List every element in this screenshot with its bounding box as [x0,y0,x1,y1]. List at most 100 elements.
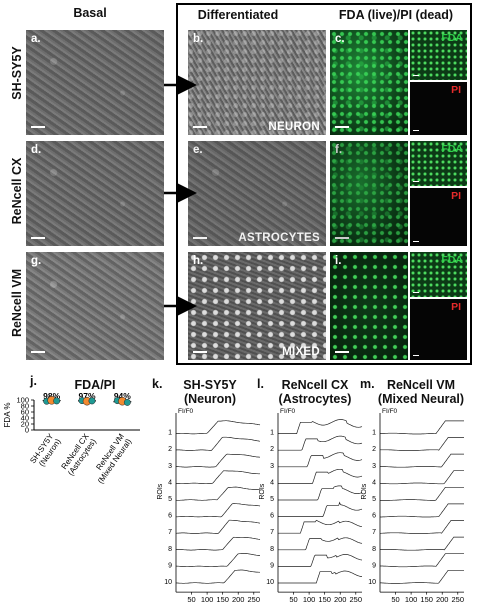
scale-bar [413,241,419,242]
roi-number: 5 [270,496,274,503]
panel-l-title: ReNcell CX (Astrocytes) [260,378,370,406]
panel-m-title-line1: ReNcell VM [386,378,456,392]
panel-l-title-line2: (Astrocytes) [278,392,352,406]
inset-fda-astrocytes: FDA [410,141,467,186]
roi-axis-label: ROIs [361,483,368,499]
overlay-astrocytes: ASTROCYTES [238,232,320,244]
x-tick-label: 100 [201,595,214,603]
data-point [88,397,96,405]
x-tick-label: 150 [216,595,229,603]
x-tick-label: 250 [248,595,261,603]
panel-k-title: SH-SY5Y (Neuron) [160,378,260,406]
row-label-rencell-cx: ReNcell CX [10,157,24,225]
x-tick-label: 250 [452,595,465,603]
inset-fda-neuron: FDA [410,30,467,80]
roi-number: 6 [168,513,172,520]
trace-line [278,519,363,534]
trace-line [175,569,261,584]
x-tick-label: 50 [289,595,297,603]
panel-k-title-line1: SH-SY5Y [183,378,237,392]
roi-number: 7 [372,529,376,536]
y-tick-label: 80 [21,402,29,411]
trace-line [278,419,363,434]
image-diff-mixed: h. MIXED [188,252,326,360]
trace-line [380,536,464,551]
trace-line [380,520,464,534]
trace-line [278,570,363,584]
scale-bar [413,181,419,182]
panel-m-title: ReNcell VM (Mixed Neural) [362,378,480,406]
trace-line [175,420,261,435]
roi-number: 7 [270,529,274,536]
overlay-neuron: NEURON [268,121,320,133]
x-tick-label: 100 [405,595,418,603]
panel-letter-h: h. [193,255,204,267]
panel-letter-c: c. [335,33,345,45]
inset-pi-mixed: PI [410,299,467,360]
roi-number: 9 [372,562,376,569]
inset-label-fda: FDA [441,32,463,44]
data-point [53,397,61,405]
roi-number: 10 [164,579,172,586]
percent-annotation: 94% [114,392,131,401]
trace-line [278,435,363,451]
y-axis-label: FDA % [3,403,12,428]
trace-line [175,519,261,534]
panel-letter-m: m. [360,377,375,391]
roi-number: 6 [372,513,376,520]
scale-bar [335,351,349,353]
inset-label-pi: PI [451,190,461,202]
panel-letter-b: b. [193,33,204,45]
trace-line [176,553,260,568]
row-label-rencell-vm: ReNcell VM [10,268,24,338]
x-category-label: ReNcell VM(Mixed Neural) [94,432,133,486]
x-tick-label: 150 [420,595,433,603]
image-diff-astrocytes: e. ASTROCYTES [188,141,326,246]
panel-l-title-line1: ReNcell CX [281,378,349,392]
fi-f0-label: FI/F0 [280,408,296,415]
trace-line [278,485,363,501]
scale-bar [413,292,419,293]
roi-number: 3 [168,463,172,470]
trace-line [175,436,261,451]
x-category-label: ReNcell CX(Astrocytes) [60,431,99,477]
trace-line [176,536,261,551]
roi-number: 3 [372,463,376,470]
panel-letter-k: k. [152,377,163,391]
roi-number: 5 [372,496,376,503]
panel-letter-f: f. [335,144,343,156]
roi-axis-label: ROIs [157,483,164,499]
x-tick-label: 200 [436,595,449,603]
roi-number: 8 [372,546,376,553]
y-tick-label: 100 [16,396,29,405]
panel-letter-a: a. [31,33,41,45]
roi-number: 1 [168,430,172,437]
header-fda-pi: FDA (live)/PI (dead) [338,8,454,22]
roi-number: 2 [270,446,274,453]
x-category-label: SH-SY5Y(Neuron) [28,431,63,468]
x-tick-label: 200 [232,595,245,603]
roi-number: 1 [270,430,274,437]
trace-line [380,437,464,451]
panel-letter-d: d. [31,144,42,156]
x-tick-label: 250 [350,595,363,603]
x-tick-label: 100 [303,595,316,603]
trace-line [379,569,464,584]
trace-line [380,453,464,468]
scale-bar [31,351,45,353]
scale-bar [31,237,45,239]
scale-bar [413,75,419,76]
trace-line [379,420,464,435]
y-tick-label: 60 [21,408,29,417]
inset-label-fda: FDA [441,143,463,155]
inset-pi-astrocytes: PI [410,188,467,246]
y-tick-label: 0 [25,426,29,435]
calcium-traces: 12345678910FI/F050100150200250Time-point… [157,408,465,603]
image-fda-neuron: c. [330,30,408,135]
trace-line [278,501,363,517]
inset-label-pi: PI [451,84,461,96]
roi-number: 5 [168,496,172,503]
scale-bar [193,237,207,239]
x-tick-label: 50 [391,595,399,603]
